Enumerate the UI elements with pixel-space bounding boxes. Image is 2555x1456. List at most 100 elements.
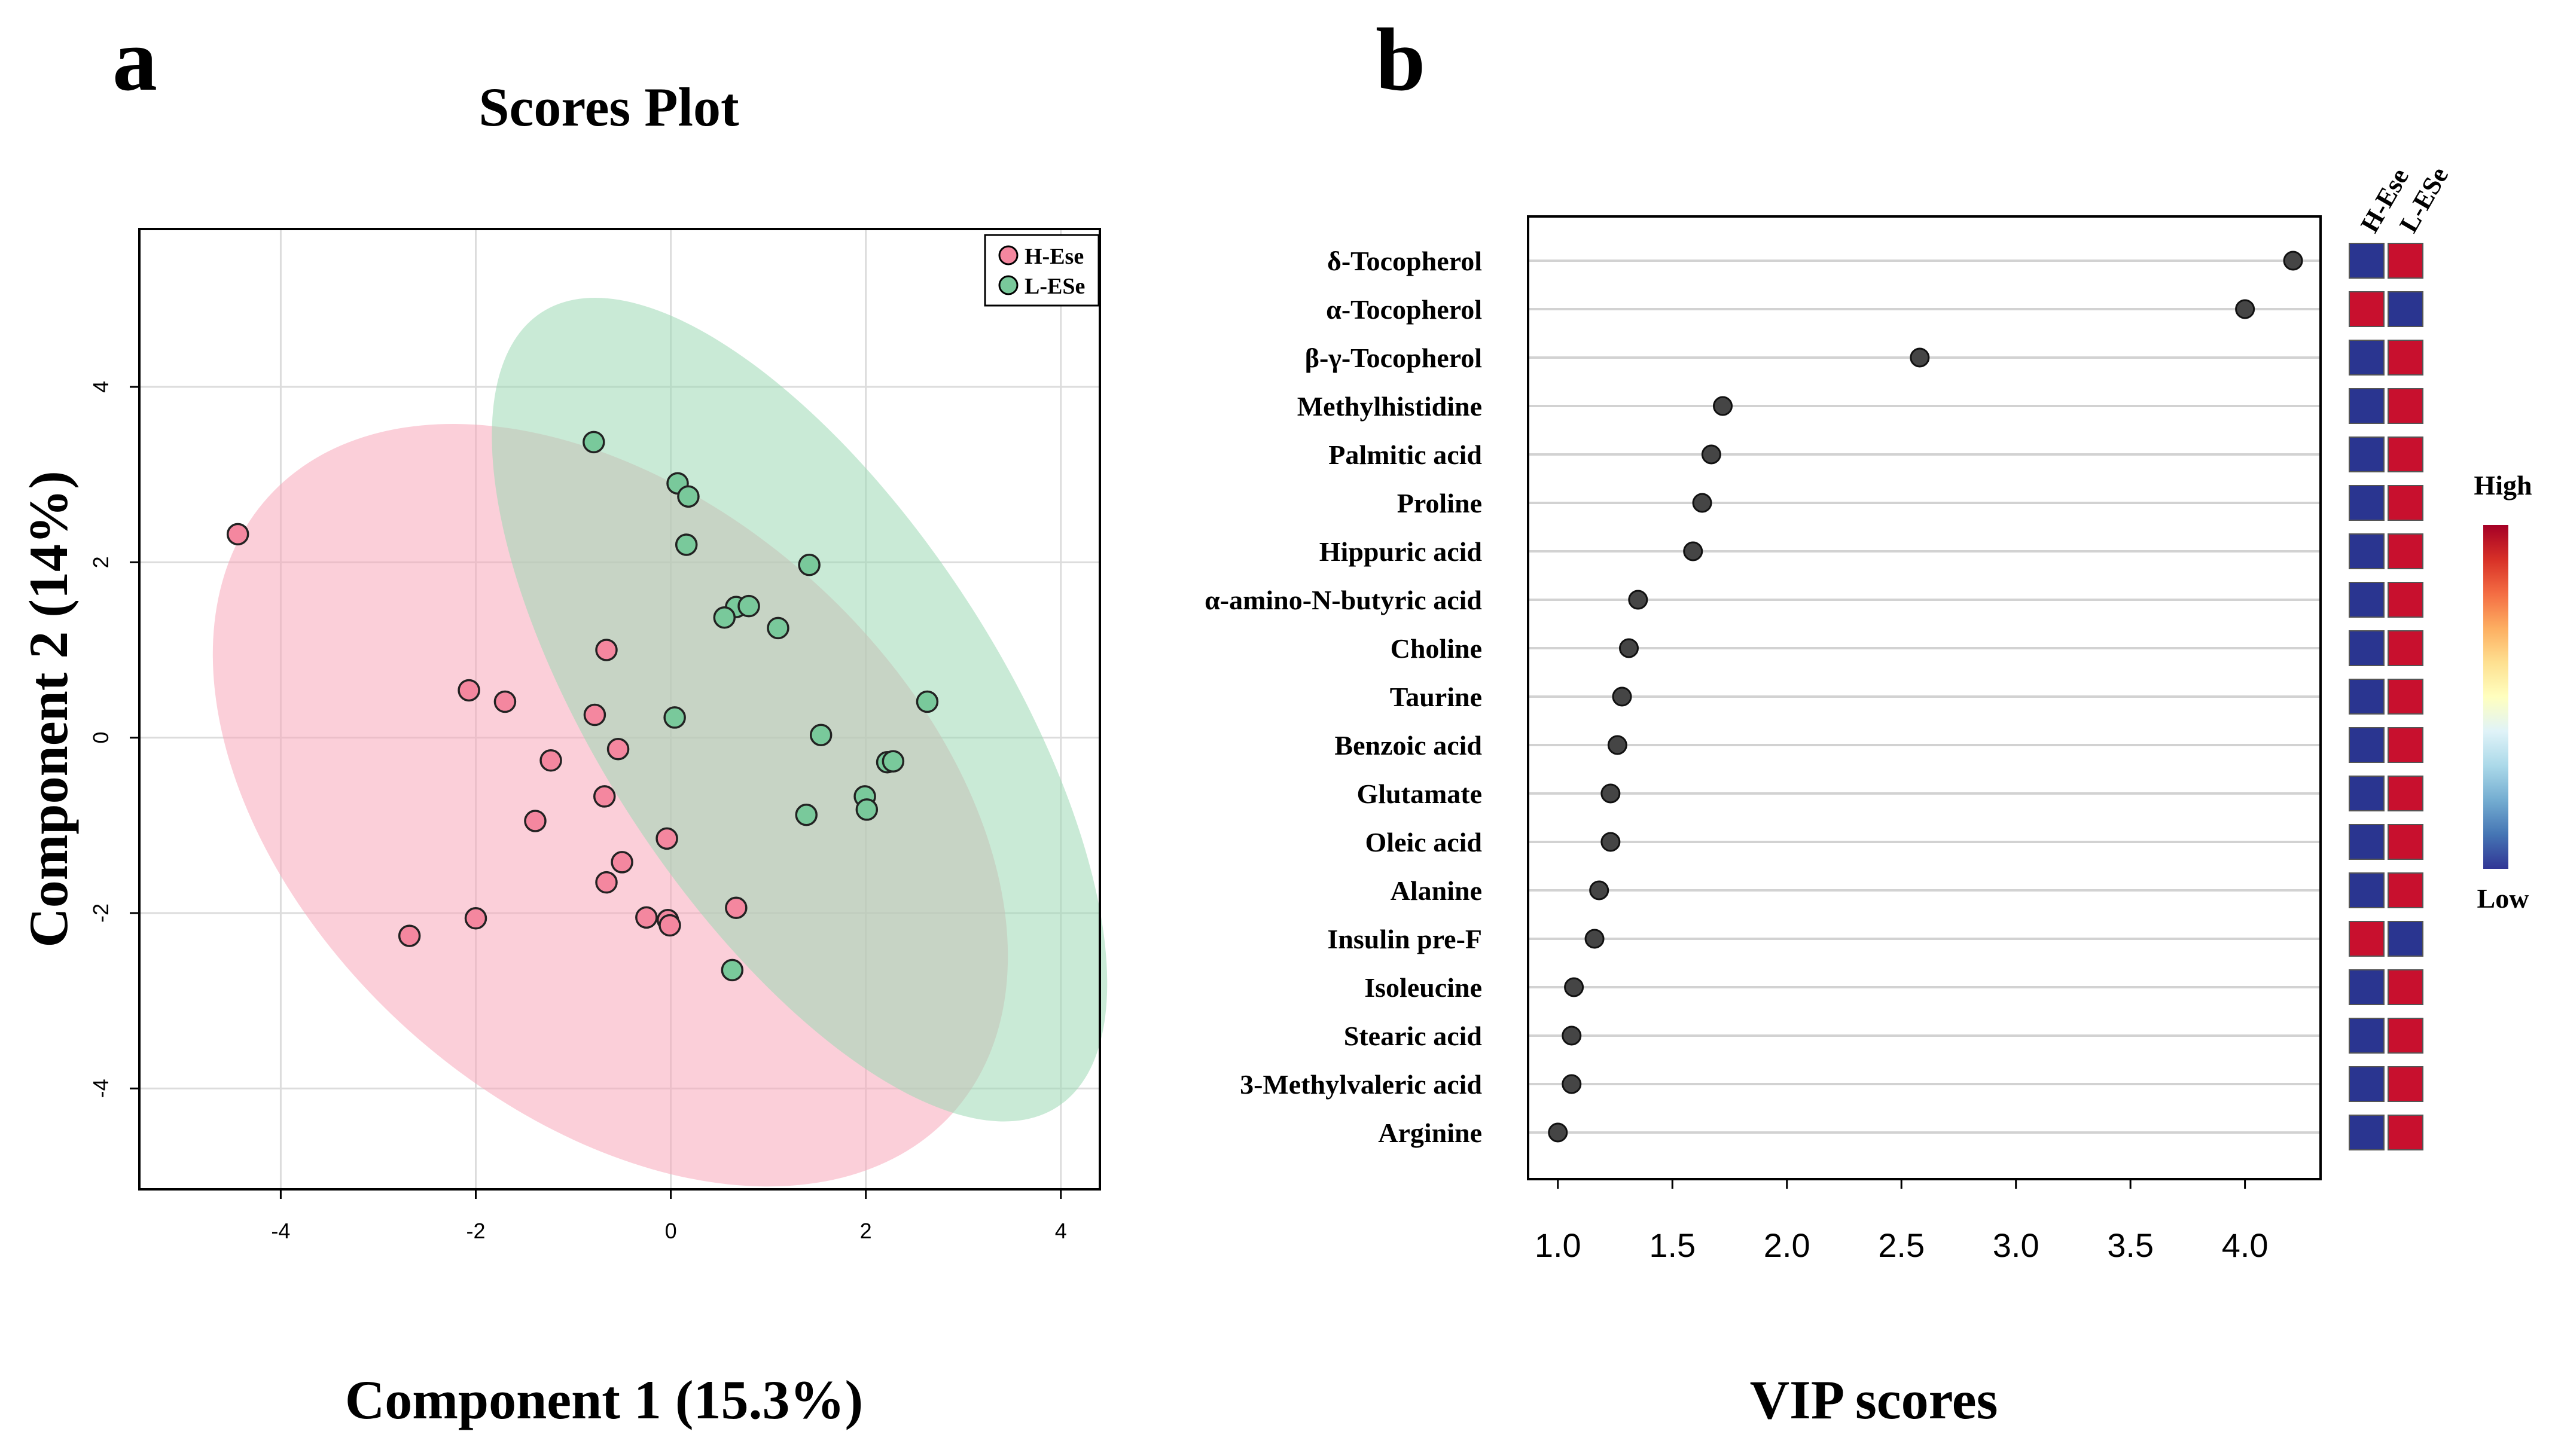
scores-plot: Scores Plot -4 -2 0 2 4 -4 -2 0 2 4 Component 1 (… <box>18 77 1108 1430</box>
y-tick-label: 2 <box>89 556 113 568</box>
score-point-h-ese <box>611 851 633 874</box>
vip-category-label: Stearic acid <box>1344 1021 1483 1051</box>
heatmap-cell-low <box>2349 388 2385 424</box>
heatmap-cell-high <box>2388 679 2423 715</box>
vip-point <box>1701 444 1721 465</box>
heatmap-cell-low <box>2349 630 2385 666</box>
heatmap-cell-low <box>2349 727 2385 763</box>
heatmap-cell-low <box>2349 1115 2385 1150</box>
score-point-l-ese <box>855 798 879 821</box>
panel-a-label: a <box>112 10 157 109</box>
vip-category-label: Methylhistidine <box>1297 391 1482 422</box>
legend-marker-l-ese <box>998 275 1019 295</box>
vip-point <box>1584 929 1605 949</box>
score-point-l-ese <box>795 803 818 826</box>
heatmap-cell-high <box>2388 1018 2423 1054</box>
vip-point <box>1562 1074 1582 1094</box>
vip-point <box>1618 638 1639 658</box>
x-tick-label: 4 <box>1055 1219 1067 1243</box>
scores-plot-ellipses <box>212 298 1108 1187</box>
score-point-h-ese <box>658 914 681 937</box>
vip-point <box>1628 590 1648 610</box>
heatmap-cell-low <box>2349 243 2385 279</box>
vip-plot-frame <box>1527 215 2322 1180</box>
score-point-h-ese <box>458 679 480 702</box>
vip-x-tick-label: 1.0 <box>1535 1226 1581 1264</box>
score-point-l-ese <box>677 485 700 508</box>
vip-point <box>1600 832 1621 852</box>
score-point-h-ese <box>226 523 249 546</box>
score-point-l-ese <box>798 553 821 576</box>
colorbar <box>2483 525 2508 869</box>
score-point-l-ese <box>809 724 833 747</box>
heatmap-cell-high <box>2388 872 2423 908</box>
score-point-l-ese <box>737 594 760 618</box>
score-point-h-ese <box>595 639 618 661</box>
score-point-h-ese <box>635 906 658 929</box>
vip-point <box>1612 686 1632 707</box>
vip-category-label: α-amino-N-butyric acid <box>1205 585 1482 615</box>
vip-row-lines <box>1528 260 2321 1134</box>
vip-category-label: Insulin pre-F <box>1327 924 1482 954</box>
y-tick-label: 0 <box>89 732 113 744</box>
vip-point <box>1713 396 1733 416</box>
vip-plot: δ-Tocopherol α-Tocopherol β-γ-Tocopherol Me… <box>1205 162 2532 1430</box>
legend-marker-h-ese <box>998 245 1019 265</box>
heatmap-cell-high <box>2388 824 2423 860</box>
heatmap-cell-high <box>2388 776 2423 811</box>
heatmap-cell-low <box>2349 872 2385 908</box>
scores-plot-points <box>226 431 939 982</box>
heatmap-cell-high <box>2388 243 2423 279</box>
vip-x-ticks: 1.0 1.5 2.0 2.5 3.0 3.5 4.0 <box>1535 1179 2269 1264</box>
vip-x-tick-label: 1.5 <box>1649 1226 1696 1264</box>
vip-category-label: Hippuric acid <box>1319 536 1483 567</box>
panel-b-label: b <box>1376 10 1425 109</box>
score-point-h-ese <box>539 749 562 772</box>
x-tick-label: -4 <box>271 1219 290 1243</box>
heatmap-cell-low <box>2388 291 2423 327</box>
heatmap-cell-high <box>2388 485 2423 521</box>
vip-points <box>1548 251 2303 1143</box>
score-point-l-ese <box>916 690 939 713</box>
vip-x-tick-label: 2.5 <box>1878 1226 1925 1264</box>
y-tick-label: -2 <box>89 903 113 923</box>
vip-category-label: β-γ-Tocopherol <box>1305 343 1482 373</box>
heatmap-cell-low <box>2349 437 2385 472</box>
vip-point <box>1589 880 1609 901</box>
vip-category-label: Taurine <box>1390 682 1482 712</box>
heatmap-cell-low <box>2349 1066 2385 1102</box>
heatmap-cell-high <box>2388 582 2423 618</box>
vip-category-label: Choline <box>1391 633 1482 664</box>
heatmap-cell-high <box>2388 340 2423 376</box>
vip-category-label: α-Tocopherol <box>1326 294 1482 325</box>
vip-point <box>1607 735 1627 755</box>
vip-heatmap <box>2349 243 2423 1150</box>
vip-point <box>1910 347 1930 368</box>
score-point-l-ese <box>713 606 736 629</box>
confidence-ellipse-l-ese <box>492 298 1108 1122</box>
score-point-h-ese <box>493 690 517 713</box>
score-point-h-ese <box>583 703 606 727</box>
heatmap-cell-low <box>2349 485 2385 521</box>
vip-point <box>2235 299 2255 319</box>
heatmap-cell-low <box>2349 1018 2385 1054</box>
y-tick-label: 4 <box>89 381 113 393</box>
vip-point <box>1548 1122 1568 1143</box>
score-point-h-ese <box>398 924 421 947</box>
vip-point <box>1692 493 1712 513</box>
score-point-h-ese <box>606 737 630 761</box>
heatmap-cell-high <box>2388 533 2423 569</box>
heatmap-cell-low <box>2349 533 2385 569</box>
vip-category-label: Alanine <box>1391 875 1482 906</box>
x-tick-label: 2 <box>860 1219 872 1243</box>
score-point-h-ese <box>464 907 487 930</box>
x-tick-label: 0 <box>665 1219 677 1243</box>
heatmap-cell-high <box>2388 1066 2423 1102</box>
heatmap-cell-low <box>2349 824 2385 860</box>
vip-category-label: Palmitic acid <box>1328 439 1482 470</box>
vip-category-label: 3-Methylvaleric acid <box>1240 1069 1482 1100</box>
vip-point <box>2283 251 2303 271</box>
scores-plot-legend: H-Ese L-ESe <box>984 234 1100 307</box>
